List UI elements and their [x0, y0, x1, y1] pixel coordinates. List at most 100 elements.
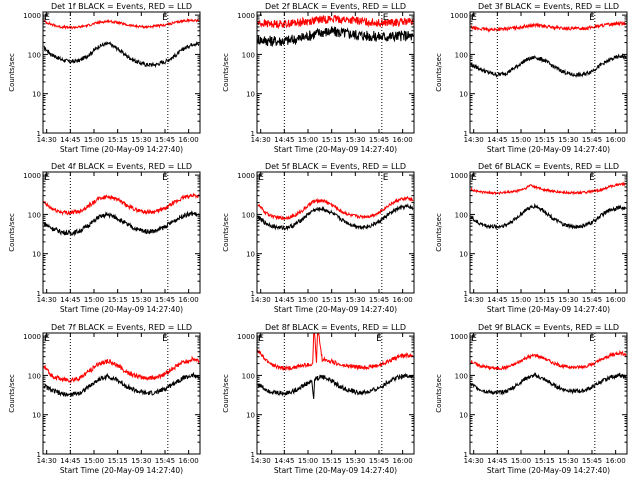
x-tick-label: 14:45 [60, 457, 80, 465]
y-tick-label: 10 [246, 91, 255, 99]
lld-series-line [43, 355, 200, 384]
chart-title: Det 8f BLACK = Events, RED = LLD [265, 323, 406, 332]
x-tick-label: 15:45 [155, 296, 175, 304]
x-tick-label: 15:15 [108, 136, 128, 144]
event-marker-label: E [162, 334, 168, 344]
x-tick-label: 15:15 [108, 457, 128, 465]
x-tick-label: 15:00 [84, 457, 104, 465]
x-tick-label: 14:30 [37, 296, 57, 304]
event-marker-label: E [44, 334, 50, 344]
y-tick-label: 1 [464, 451, 468, 459]
x-tick-label: 14:45 [60, 136, 80, 144]
y-tick-label: 10 [246, 412, 255, 420]
x-tick-label: 15:00 [511, 457, 531, 465]
y-tick-label: 1000 [237, 12, 255, 20]
x-tick-label: 14:45 [487, 296, 507, 304]
x-tick-label: 15:15 [322, 296, 342, 304]
x-tick-label: 15:45 [582, 457, 602, 465]
event-marker-label: E [471, 334, 477, 344]
x-axis-label: Start Time (20-May-09 14:27:40) [60, 305, 183, 314]
plot-frame [256, 11, 415, 134]
x-tick-label: 15:00 [511, 136, 531, 144]
x-axis-label: Start Time (20-May-09 14:27:40) [60, 145, 183, 154]
y-tick-label: 1000 [450, 12, 468, 20]
event-marker-label: E [471, 13, 477, 23]
y-axis-label: Counts/sec [222, 53, 230, 92]
plot-frame [42, 171, 201, 294]
lld-series-line [470, 349, 627, 371]
lld-series-line [257, 333, 414, 372]
x-tick-label: 14:45 [274, 296, 294, 304]
event-marker-label: E [589, 334, 595, 344]
chart-panel: Det 7f BLACK = Events, RED = LLD Counts/s… [8, 323, 201, 475]
x-tick-label: 15:45 [369, 136, 389, 144]
chart-title: Det 1f BLACK = Events, RED = LLD [51, 2, 192, 11]
x-tick-label: 15:30 [131, 296, 151, 304]
x-tick-label: 15:00 [298, 296, 318, 304]
x-tick-label: 14:30 [251, 136, 271, 144]
events-series-line [43, 209, 200, 237]
x-tick-label: 15:45 [155, 457, 175, 465]
x-tick-label: 15:30 [558, 457, 578, 465]
plot-frame [469, 171, 628, 294]
y-tick-label: 100 [242, 372, 255, 380]
lld-series-line [257, 14, 414, 30]
chart-panel: Det 5f BLACK = Events, RED = LLD Counts/s… [222, 162, 415, 314]
y-tick-label: 100 [455, 51, 468, 59]
chart-panel: Det 3f BLACK = Events, RED = LLD Counts/s… [435, 2, 628, 154]
y-tick-label: 1 [37, 290, 41, 298]
x-tick-label: 14:45 [60, 296, 80, 304]
events-series-line [257, 26, 414, 47]
y-tick-label: 1 [251, 130, 255, 138]
x-tick-label: 15:00 [511, 296, 531, 304]
x-tick-label: 15:30 [558, 136, 578, 144]
x-tick-label: 14:30 [464, 296, 484, 304]
event-marker-label: E [383, 13, 389, 23]
lld-series-line [470, 20, 627, 34]
event-marker-label: E [589, 173, 595, 183]
x-tick-label: 14:30 [464, 457, 484, 465]
events-series-line [257, 372, 414, 400]
y-axis-label: Counts/sec [8, 374, 16, 413]
x-tick-label: 15:00 [298, 457, 318, 465]
x-tick-label: 14:45 [487, 457, 507, 465]
chart-title: Det 5f BLACK = Events, RED = LLD [265, 162, 406, 171]
x-tick-label: 15:45 [582, 296, 602, 304]
event-marker-label: E [589, 13, 595, 23]
lld-series-line [43, 17, 200, 30]
y-tick-label: 10 [459, 412, 468, 420]
y-tick-label: 10 [459, 91, 468, 99]
x-tick-label: 15:45 [582, 136, 602, 144]
x-tick-label: 15:15 [322, 136, 342, 144]
x-tick-label: 15:15 [535, 296, 555, 304]
event-marker-label: E [383, 173, 389, 183]
events-series-line [43, 371, 200, 397]
y-tick-label: 1000 [23, 333, 41, 341]
y-tick-label: 1000 [23, 172, 41, 180]
events-series-line [470, 53, 627, 78]
chart-title: Det 2f BLACK = Events, RED = LLD [265, 2, 406, 11]
x-tick-label: 15:00 [298, 136, 318, 144]
chart-panel: Det 1f BLACK = Events, RED = LLD Counts/s… [8, 2, 201, 154]
x-tick-label: 16:00 [179, 457, 199, 465]
x-tick-label: 16:00 [606, 136, 626, 144]
y-axis-label: Counts/sec [435, 374, 443, 413]
lld-series-line [470, 181, 627, 196]
events-series-line [257, 203, 414, 232]
x-tick-label: 14:30 [37, 136, 57, 144]
chart-title: Det 3f BLACK = Events, RED = LLD [478, 2, 619, 11]
x-axis-label: Start Time (20-May-09 14:27:40) [274, 466, 397, 475]
chart-panel: Det 4f BLACK = Events, RED = LLD Counts/s… [8, 162, 201, 314]
chart-panel: Det 6f BLACK = Events, RED = LLD Counts/s… [435, 162, 628, 314]
event-marker-label: E [376, 334, 382, 344]
events-series-line [470, 372, 627, 396]
x-tick-label: 15:30 [345, 296, 365, 304]
y-axis-label: Counts/sec [222, 374, 230, 413]
x-tick-label: 15:15 [322, 457, 342, 465]
event-marker-label: E [44, 13, 50, 23]
x-tick-label: 15:45 [155, 136, 175, 144]
x-tick-label: 15:30 [131, 136, 151, 144]
y-tick-label: 1 [37, 451, 41, 459]
x-tick-label: 16:00 [606, 457, 626, 465]
